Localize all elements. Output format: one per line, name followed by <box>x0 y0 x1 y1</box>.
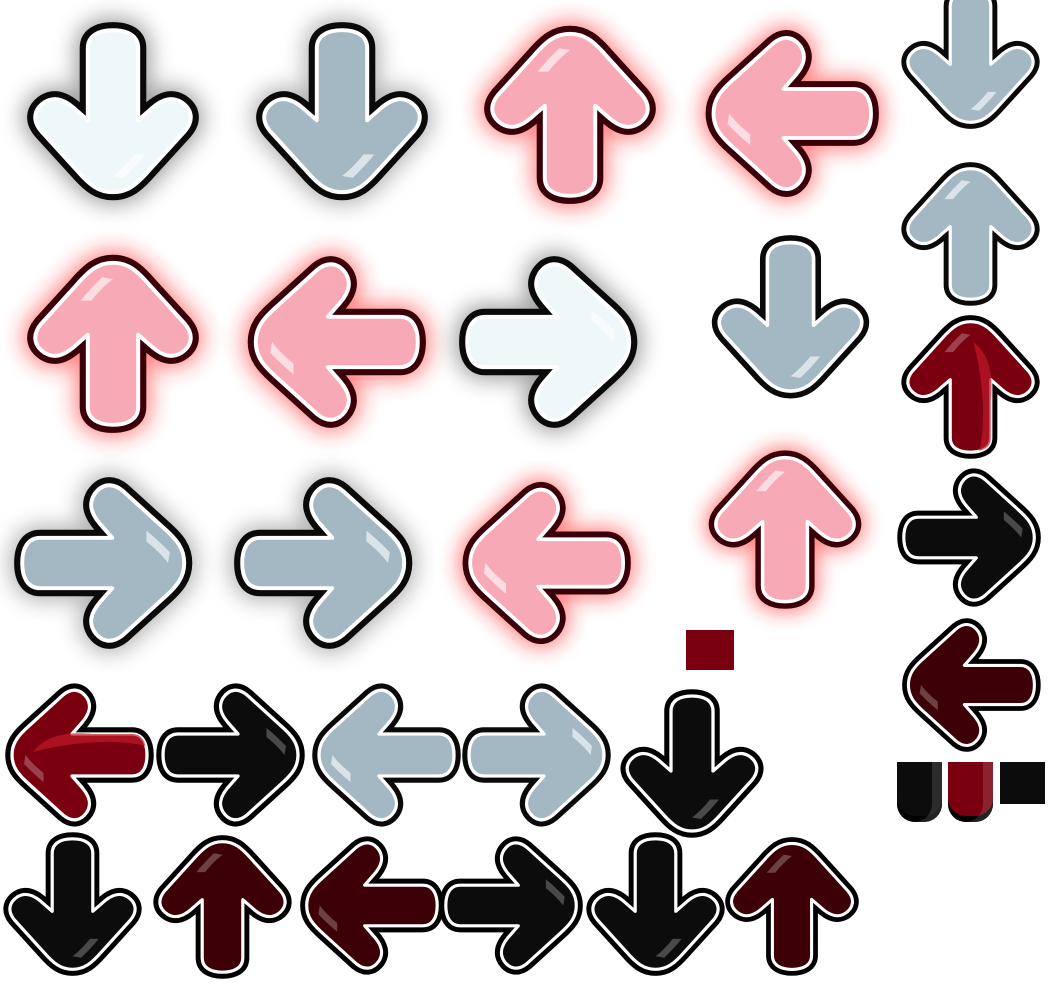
arrow-right-gray-2 <box>205 443 445 683</box>
hold-piece-dark <box>1000 762 1045 804</box>
arrow-up-maroon-2 <box>692 805 892 1005</box>
arrow-left-pink-2 <box>430 448 660 678</box>
arrow-up-pink <box>450 0 690 233</box>
hold-piece-red <box>686 630 734 670</box>
hold-end-red <box>948 762 993 822</box>
arrow-down-white <box>0 0 233 233</box>
arrow-down-gray <box>222 0 462 233</box>
arrow-up-pink-2 <box>0 222 233 462</box>
arrow-right-white <box>430 222 670 462</box>
note-sprite-sheet <box>0 0 1053 980</box>
arrow-left-maroon <box>870 585 1053 785</box>
arrow-left-pink-lit <box>215 222 455 462</box>
hold-end-dark <box>897 762 942 822</box>
arrow-up-pink-3 <box>675 418 895 638</box>
arrow-right-gray <box>0 443 225 683</box>
